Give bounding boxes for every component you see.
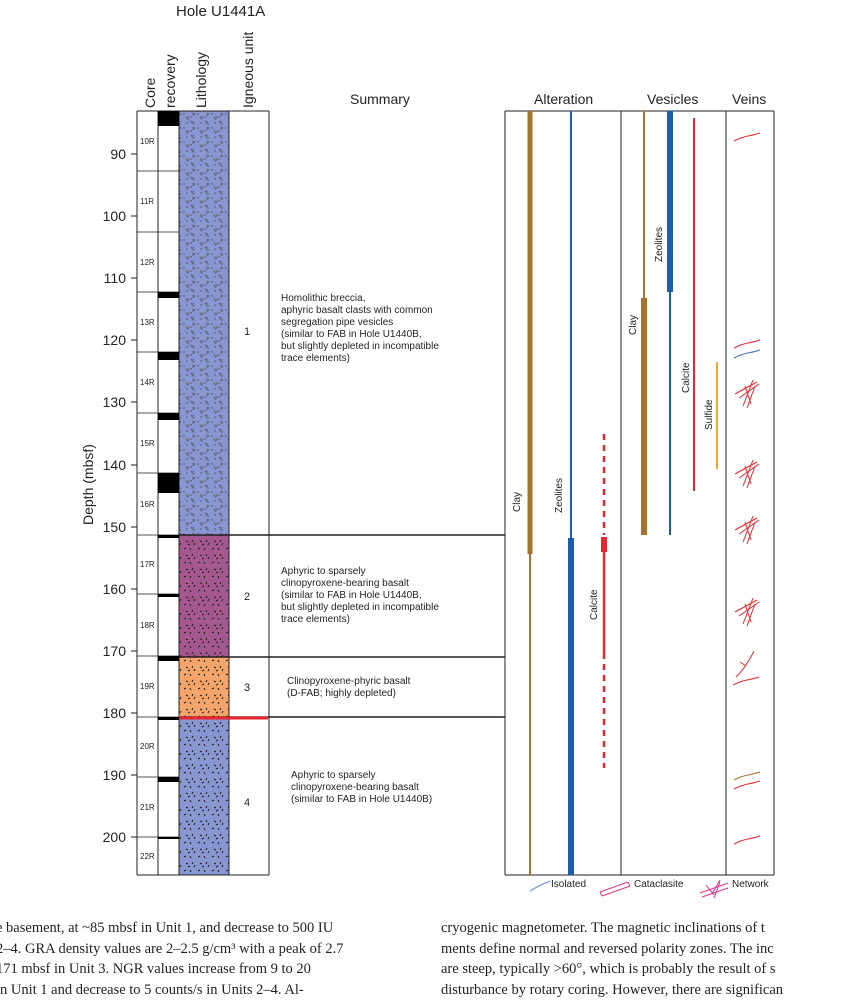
summary-line: (D-FAB; highly depleted) (287, 688, 396, 699)
header-summary: Summary (350, 91, 410, 107)
y-tick: 90 (110, 146, 126, 162)
unit-number: 2 (244, 591, 251, 603)
legend-network: Network (732, 879, 769, 890)
legend-isolated: Isolated (551, 879, 587, 890)
legend-cataclasite: Cataclasite (634, 879, 684, 890)
figure-title: Hole U1441A (176, 3, 266, 20)
summary-line: trace elements) (281, 353, 350, 364)
y-tick: 180 (102, 705, 126, 721)
text-line: cryogenic magnetometer. The magnetic inc… (441, 920, 765, 936)
unit-number: 1 (244, 326, 251, 338)
core-label: 10R (140, 137, 155, 146)
text-line: disturbance by rotary coring. However, t… (441, 982, 784, 999)
core-label: 19R (140, 682, 155, 691)
core-label: 20R (140, 742, 155, 751)
y-tick: 110 (103, 270, 126, 286)
summary-line: (similar to FAB in Hole U1440B) (291, 794, 433, 805)
y-tick: 190 (102, 767, 126, 783)
summary-line: (similar to FAB in Hole U1440B, (281, 329, 422, 340)
core-label: 16R (140, 500, 155, 509)
core-label: 22R (140, 852, 155, 861)
summary-line: Aphyric to sparsely (281, 566, 366, 577)
y-tick: 130 (102, 394, 126, 410)
header-veins: Veins (732, 91, 767, 107)
unit-summary-2: Aphyric to sparsely clinopyroxene-bearin… (281, 566, 439, 626)
core-label: 21R (140, 803, 155, 812)
vesicles-zeolites-label: Zeolites (654, 226, 665, 262)
text-line: 171 mbsf in Unit 3. NGR values increase … (0, 961, 311, 978)
stratigraphic-column (131, 110, 775, 899)
text-line: ments define normal and reversed polarit… (441, 940, 774, 957)
alteration-zeolites-label: Zeolites (554, 477, 565, 513)
y-tick: 140 (102, 457, 126, 473)
y-tick: 160 (102, 581, 126, 597)
text-line: in Unit 1 and decrease to 5 counts/s in … (0, 982, 304, 999)
alteration-clay-label: Clay (512, 491, 523, 512)
y-tick: 170 (102, 643, 126, 659)
summary-line: aphyric basalt clasts with common (281, 305, 433, 316)
header-vesicles: Vesicles (647, 91, 699, 107)
y-tick: 100 (102, 208, 126, 224)
unit-number: 3 (244, 682, 251, 694)
alteration-calcite-label: Calcite (589, 589, 600, 620)
core-label: 18R (140, 621, 155, 630)
body-text-right: cryogenic magnetometer. The magnetic inc… (441, 918, 783, 1001)
vesicles-clay-label: Clay (628, 314, 639, 335)
vesicles-sulfide-label: Sulfide (704, 399, 715, 430)
core-label: 17R (140, 560, 155, 569)
core-label: 15R (140, 439, 155, 448)
summary-line: but slightly depleted in incompatible (281, 602, 439, 613)
y-tick: 200 (102, 829, 126, 845)
core-label: 13R (140, 318, 155, 327)
text-line: e basement, at ~85 mbsf in Unit 1, and d… (0, 920, 334, 936)
header-alteration: Alteration (534, 91, 594, 107)
summary-line: (similar to FAB in Hole U1440B, (281, 590, 422, 601)
unit-number: 4 (244, 797, 251, 809)
summary-line: segregation pipe vesicles (281, 317, 394, 328)
core-label: 12R (140, 258, 155, 267)
text-line: are steep, typically >60°, which is prob… (441, 961, 776, 978)
text-line: 2–4. GRA density values are 2–2.5 g/cm³ … (0, 940, 344, 957)
summary-line: Homolithic breccia, (281, 293, 366, 304)
y-tick: 120 (102, 332, 126, 348)
core-label: 11R (140, 197, 155, 206)
unit-summary-1: Homolithic breccia, aphyric basalt clast… (281, 293, 439, 365)
summary-line: Clinopyroxene-phyric basalt (287, 676, 411, 687)
summary-line: trace elements) (281, 614, 350, 625)
summary-line: but slightly depleted in incompatible (281, 341, 439, 352)
summary-line: Aphyric to sparsely (291, 770, 376, 781)
core-label: 14R (140, 378, 155, 387)
y-tick: 150 (102, 519, 126, 535)
unit-summary-3: Clinopyroxene-phyric basalt (D-FAB; high… (287, 676, 410, 700)
vesicles-calcite-label: Calcite (681, 362, 692, 393)
body-text-left: e basement, at ~85 mbsf in Unit 1, and d… (0, 918, 343, 1001)
summary-line: clinopyroxene-bearing basalt (291, 782, 419, 793)
unit-summary-4: Aphyric to sparsely clinopyroxene-bearin… (291, 770, 432, 806)
summary-line: clinopyroxene-bearing basalt (281, 578, 409, 589)
